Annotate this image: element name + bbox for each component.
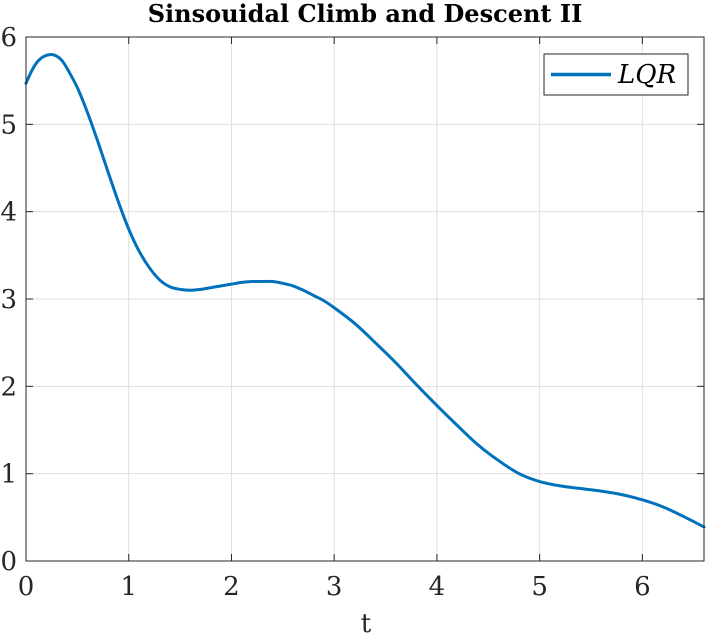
x-tick-label: 4 (429, 572, 446, 602)
legend-label-lqr: LQR (617, 60, 676, 90)
x-axis-title: t (361, 609, 372, 636)
axis-ticks (25, 36, 704, 562)
x-tick-label: 5 (531, 572, 548, 602)
chart-title: Sinsouidal Climb and Descent II (148, 0, 583, 28)
y-tick-label: 4 (0, 198, 17, 228)
y-tick-label: 3 (0, 285, 17, 315)
tick-labels: 0 1 2 3 4 5 6 0 1 2 3 4 5 6 (0, 23, 650, 602)
x-tick-label: 2 (223, 572, 240, 602)
series-line-lqr (24, 52, 706, 529)
x-tick-label: 1 (120, 572, 137, 602)
y-tick-label: 0 (0, 547, 17, 577)
y-tick-label: 1 (0, 460, 17, 490)
series-layer (24, 52, 706, 529)
legend: LQR (543, 53, 689, 96)
y-tick-label: 6 (0, 23, 17, 53)
y-tick-label: 5 (0, 110, 17, 140)
x-tick-label: 3 (326, 572, 343, 602)
x-tick-label: 0 (18, 572, 35, 602)
y-tick-label: 2 (0, 372, 17, 402)
x-tick-label: 6 (634, 572, 651, 602)
